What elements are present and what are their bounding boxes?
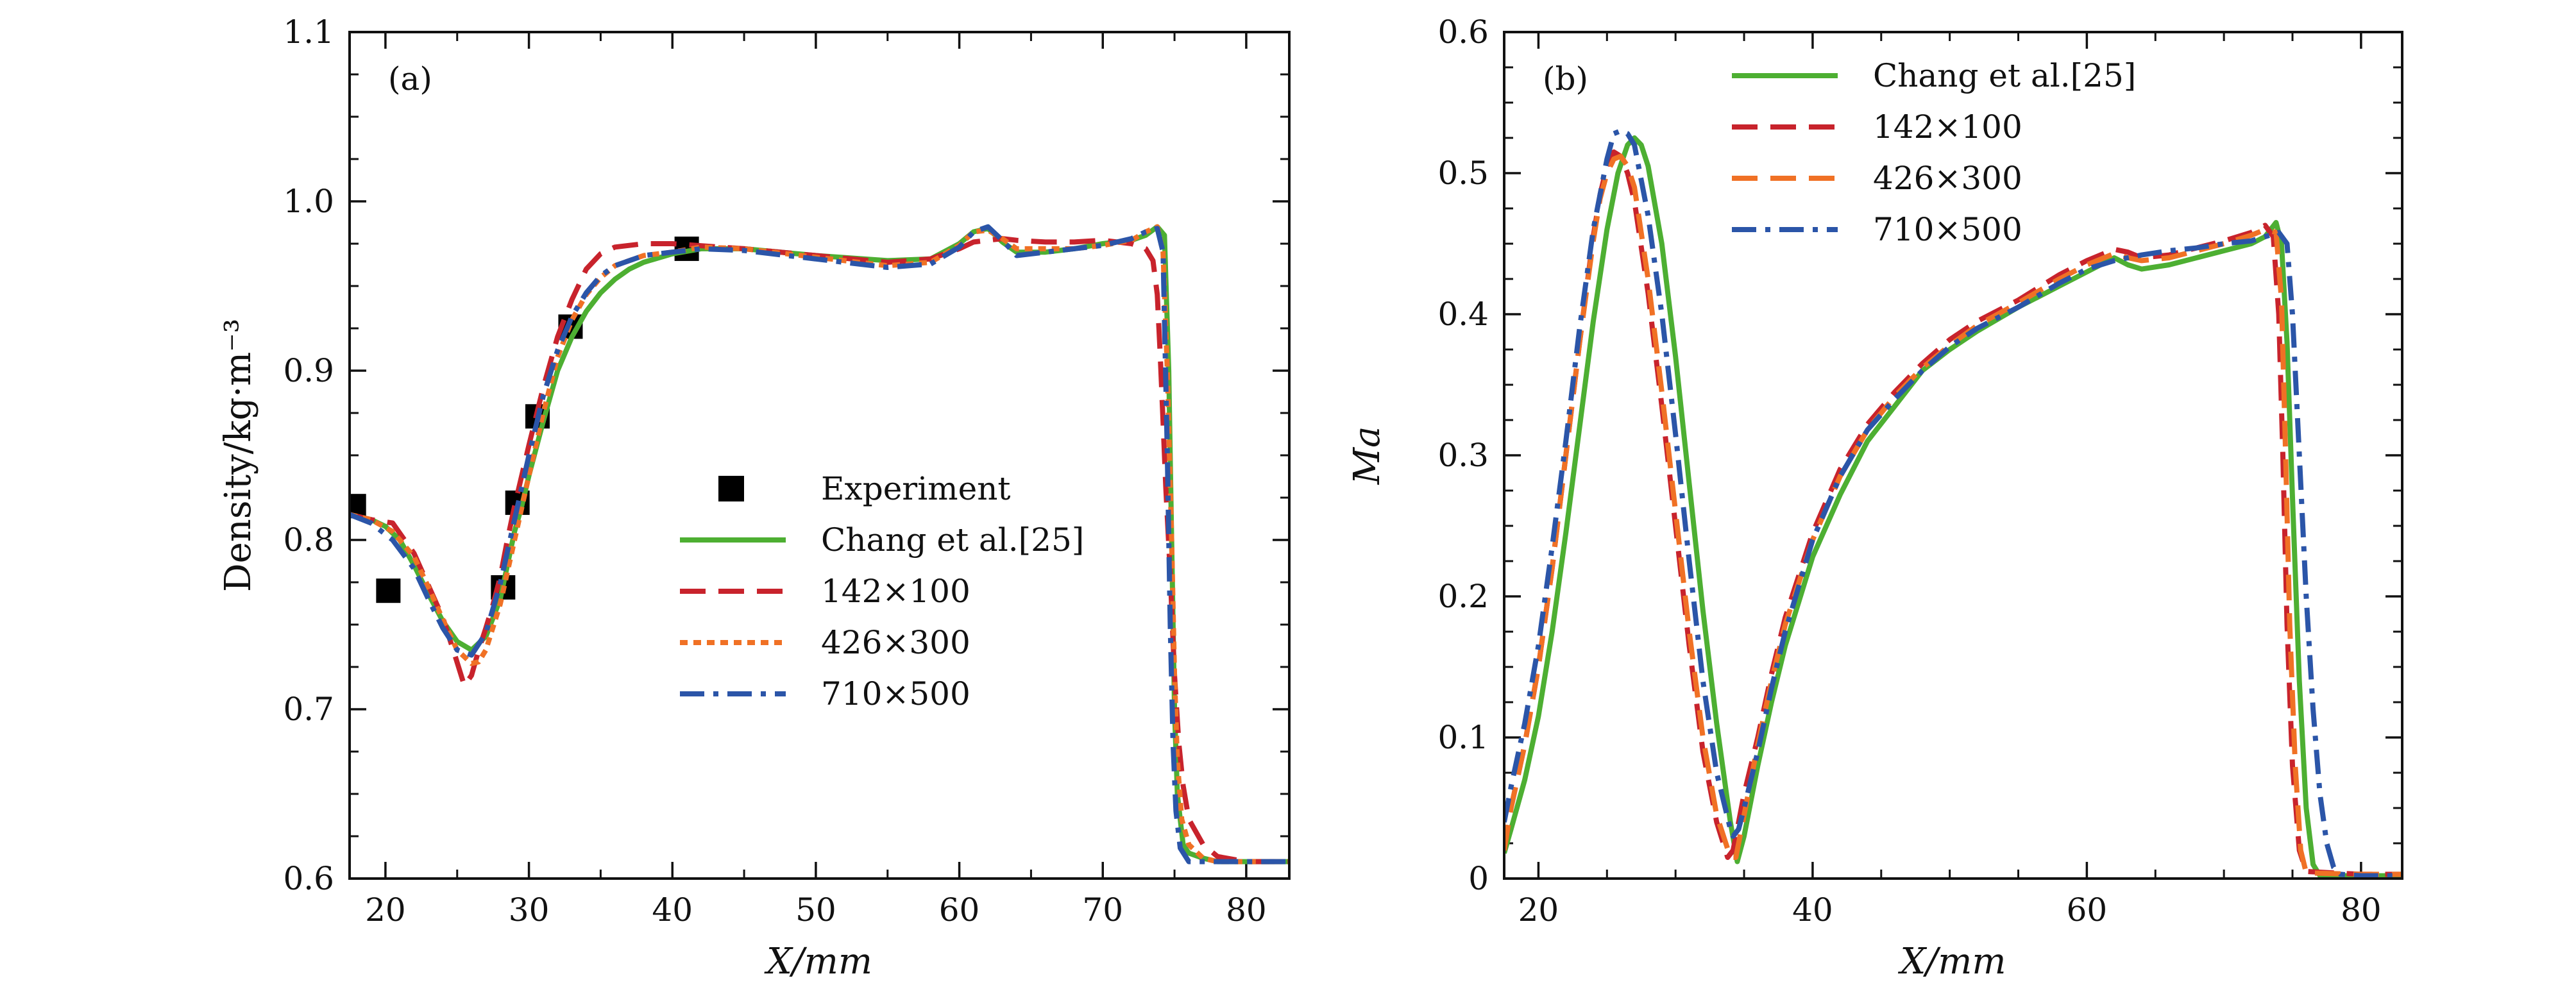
panel-b-x-tick-label: 80 — [2341, 891, 2382, 929]
panel-a-legend-label: 710×500 — [821, 675, 970, 712]
panel-a-y-tick-label: 1.0 — [283, 183, 334, 220]
panel-a-y-tick-label: 0.7 — [283, 691, 334, 728]
panel-a-x-tick-label: 80 — [1226, 891, 1267, 929]
panel-a-legend-marker — [718, 476, 744, 501]
panel-b-y-tick-label: 0.6 — [1437, 13, 1489, 51]
panel-a-y-tick-label: 1.1 — [283, 13, 334, 51]
panel-b-y-tick-label: 0.3 — [1437, 437, 1489, 474]
panel-a-series-710-500-line — [350, 224, 1289, 864]
panel-b: 20 40 60 80 0 0.1 0.2 0.3 0.4 0.5 0.6 (b) X/mm Ma Chan… — [1346, 13, 2403, 982]
panel-b-y-tick-label: 0.4 — [1437, 296, 1489, 333]
panel-a-x-axis-label: X/mm — [764, 941, 872, 982]
panel-b-x-tick-label: 60 — [2067, 891, 2108, 929]
panel-b-legend-item: 710×500 — [1732, 211, 2022, 248]
panel-b-series-710-500-line — [1504, 128, 2402, 879]
panel-a-legend-item: Experiment — [718, 470, 1010, 507]
panel-a-series-426-300-line — [350, 224, 1289, 864]
panel-b-plot-area — [1504, 128, 2402, 879]
panel-a-legend-label: 142×100 — [821, 573, 970, 610]
panel-a-experiment-marker — [376, 578, 401, 603]
panel-a-legend-item: Chang et al.[25] — [680, 521, 1084, 559]
panel-b-legend-item: 142×100 — [1732, 108, 2022, 146]
panel-a-y-tick-label: 0.9 — [283, 352, 334, 389]
panel-a-y-tick-label: 0.8 — [283, 521, 334, 559]
panel-b-y-tick-label: 0.5 — [1437, 155, 1489, 192]
panel-a-legend-item: 142×100 — [680, 573, 970, 610]
panel-b-series-426-300-line — [1504, 153, 2402, 877]
panel-a-panel-label: (a) — [388, 60, 432, 97]
panel-a-legend-label: Chang et al.[25] — [821, 521, 1084, 559]
panel-a-x-tick-label: 20 — [365, 891, 406, 929]
panel-a-x-tick-label: 60 — [939, 891, 980, 929]
panel-b-legend-label: 710×500 — [1873, 211, 2022, 248]
panel-a-legend-label: 426×300 — [821, 624, 970, 661]
panel-b-y-tick-label: 0.2 — [1437, 578, 1489, 615]
panel-b-legend: Chang et al.[25] 142×100 426×300 710×500 — [1732, 57, 2136, 248]
panel-b-legend-item: Chang et al.[25] — [1732, 57, 2136, 94]
panel-b-legend-item: 426×300 — [1732, 160, 2022, 197]
panel-b-x-tick-label: 20 — [1518, 891, 1559, 929]
panel-b-y-tick-label: 0 — [1468, 860, 1489, 897]
panel-b-series-142-100-line — [1504, 149, 2402, 877]
panel-a-legend-item: 426×300 — [680, 624, 970, 661]
panel-a-axes-frame — [348, 31, 1291, 880]
panel-a: 20 30 40 50 60 70 80 0.6 0.7 0.8 0.9 1.0 1.1 (a) X/mm D… — [217, 13, 1291, 982]
panel-a-y-axis-label: Density/kg·m⁻³ — [217, 319, 259, 592]
panel-b-x-tick-label: 40 — [1792, 891, 1833, 929]
panel-a-x-tick-label: 30 — [509, 891, 550, 929]
panel-b-legend-label: 142×100 — [1873, 108, 2022, 146]
panel-b-x-axis-label: X/mm — [1898, 941, 2006, 982]
panel-b-y-axis-label: Ma — [1346, 426, 1388, 485]
panel-a-legend: Experiment Chang et al.[25] 142×100 426×300… — [680, 470, 1084, 712]
panel-a-x-tick-label: 40 — [652, 891, 693, 929]
panel-b-axes-frame — [1503, 31, 2403, 880]
panel-a-legend-item: 710×500 — [680, 675, 970, 712]
panel-b-series-chang-et-al-25-line — [1504, 135, 2402, 879]
panel-b-panel-label: (b) — [1543, 60, 1588, 97]
panel-a-x-tick-label: 70 — [1082, 891, 1123, 929]
panel-a-x-tick-label: 50 — [795, 891, 836, 929]
panel-a-legend-label: Experiment — [821, 470, 1010, 507]
panel-a-y-tick-label: 0.6 — [283, 860, 334, 897]
panel-b-legend-label: 426×300 — [1873, 160, 2022, 197]
panel-a-plot-area — [350, 224, 1289, 864]
panel-b-legend-label: Chang et al.[25] — [1873, 57, 2136, 94]
panel-b-y-tick-label: 0.1 — [1437, 719, 1489, 756]
